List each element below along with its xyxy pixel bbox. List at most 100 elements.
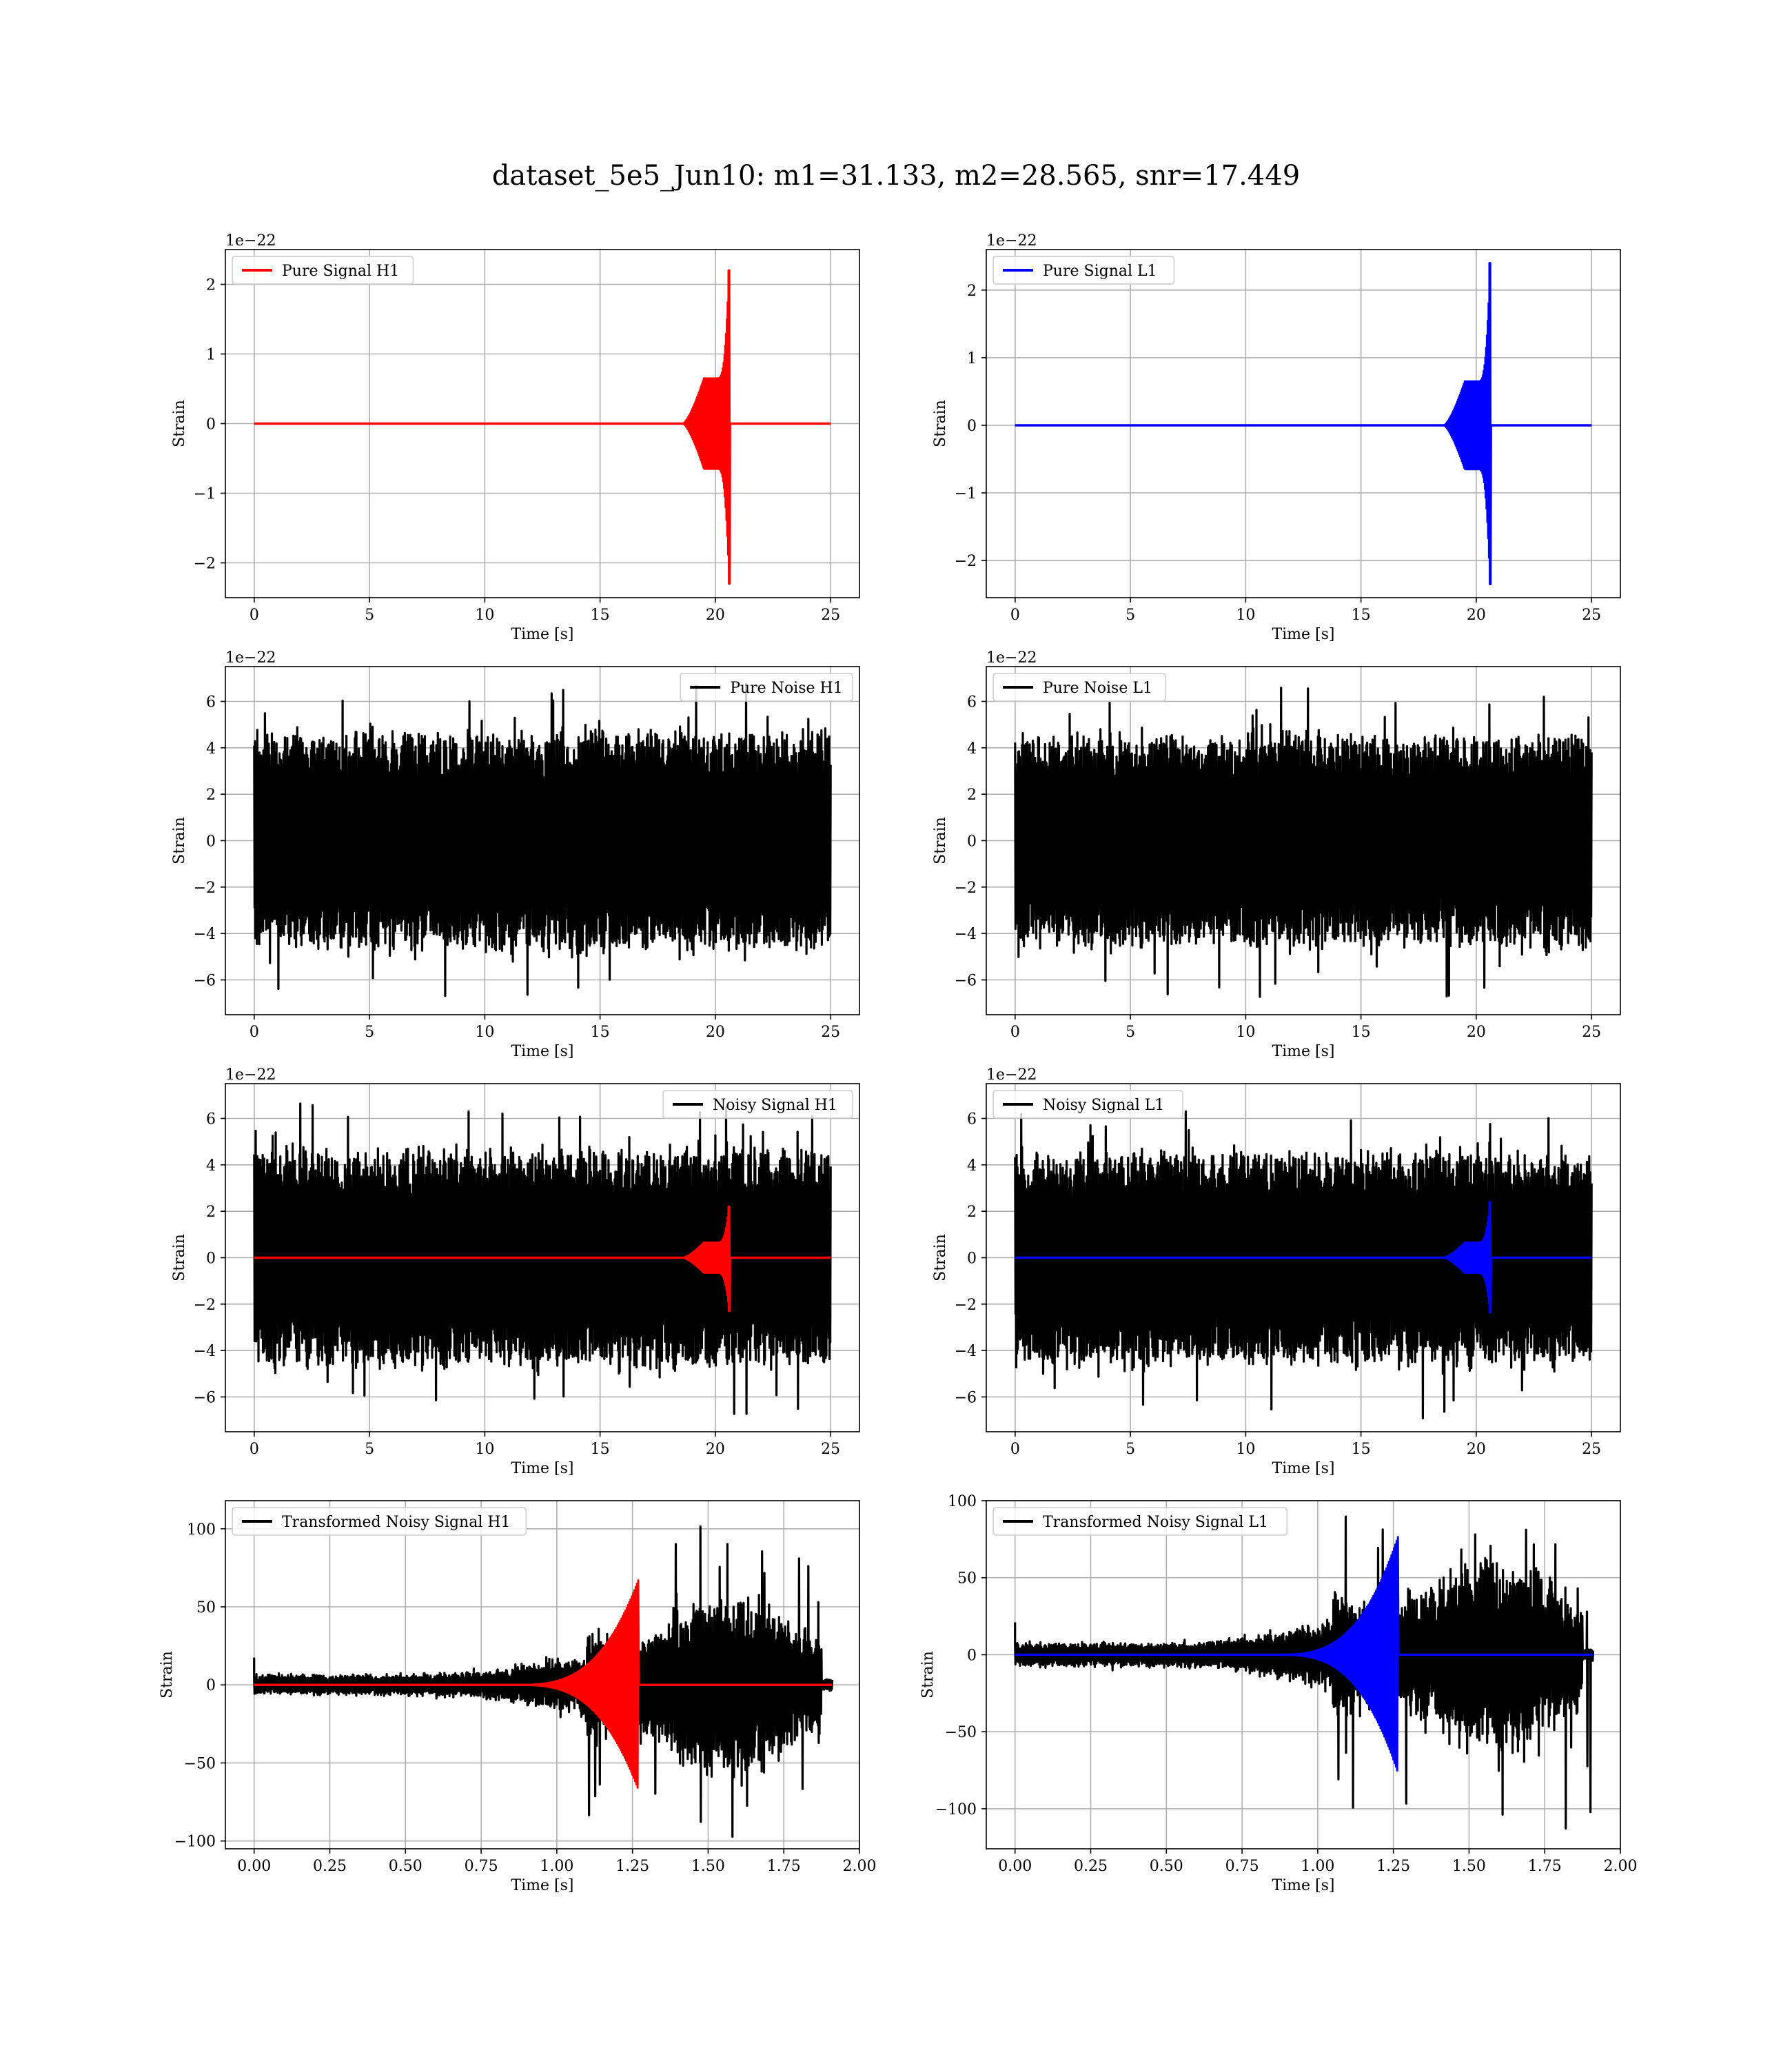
x-tick-label: 20 <box>706 1024 725 1041</box>
y-tick-label: 0 <box>206 1250 216 1268</box>
x-axis-label: Time [s] <box>1272 1460 1334 1477</box>
y-tick-label: −4 <box>955 1343 977 1360</box>
legend-box <box>662 1090 853 1119</box>
legend-box <box>992 673 1166 702</box>
y-tick-label: −100 <box>935 1801 977 1818</box>
x-tick-label: 15 <box>591 607 610 624</box>
x-tick-label: 2.00 <box>843 1858 877 1875</box>
y-tick-label: 100 <box>948 1493 977 1510</box>
x-tick-label: 25 <box>1582 1441 1601 1458</box>
x-tick-label: 1.25 <box>1376 1858 1410 1875</box>
x-axis-label: Time [s] <box>511 626 573 643</box>
x-tick-label: 0.00 <box>237 1858 271 1875</box>
y-tick-label: 50 <box>957 1570 977 1588</box>
legend-label: Noisy Signal L1 <box>1043 1097 1164 1114</box>
plot-area <box>1014 1515 1595 1830</box>
legend: Transformed Noisy Signal H1 <box>232 1507 527 1536</box>
x-tick-label: 0.75 <box>465 1858 498 1875</box>
axes-frame <box>225 1500 860 1849</box>
x-tick-label: 5 <box>365 1441 374 1458</box>
x-tick-label: 25 <box>1582 1024 1601 1041</box>
y-tick-label: 4 <box>967 740 977 758</box>
x-tick-label: 10 <box>1236 607 1255 624</box>
y-tick-label: −2 <box>955 553 977 570</box>
x-tick-label: 1.50 <box>1452 1858 1486 1875</box>
plot-area <box>1014 687 1593 998</box>
legend: Pure Noise L1 <box>992 673 1166 702</box>
y-tick-label: 1 <box>967 350 977 367</box>
y-offset-label: 1e−22 <box>986 1066 1037 1084</box>
legend-box <box>232 1507 527 1536</box>
series-pure-noise-h1 <box>253 682 832 997</box>
y-tick-label: 2 <box>967 283 977 300</box>
x-tick-label: 15 <box>591 1024 610 1041</box>
y-tick-label: −50 <box>945 1724 977 1741</box>
x-tick-label: 0.75 <box>1225 1858 1259 1875</box>
x-tick-label: 25 <box>1582 607 1601 624</box>
legend: Noisy Signal H1 <box>662 1090 853 1119</box>
series-noisy-signal-h1 <box>253 1102 832 1415</box>
y-tick-label: 2 <box>967 787 977 804</box>
chart-pure-signal-h1: 0 5 10 15 20 25 −2 −1 0 1 2 Time [s] Strain 1e−22 Pure… <box>171 232 860 643</box>
series-pure-signal-h1 <box>253 269 832 585</box>
legend-label: Pure Signal H1 <box>282 263 399 280</box>
legend-box <box>680 673 853 702</box>
legend-label: Pure Signal L1 <box>1043 263 1157 280</box>
x-tick-label: 1.25 <box>615 1858 649 1875</box>
chart-noisy-signal-l1: 0 5 10 15 20 25 −6 −4 −2 0 2 4 6 Time [s] Strain 1e−22 N… <box>932 1066 1621 1477</box>
y-tick-label: −6 <box>194 973 216 990</box>
x-tick-label: 25 <box>821 607 840 624</box>
x-tick-label: 5 <box>1126 1441 1135 1458</box>
x-tick-label: 10 <box>475 1024 494 1041</box>
y-offset-label: 1e−22 <box>225 649 276 667</box>
chart-transformed-l1: 0.00 0.25 0.50 0.75 1.00 1.25 1.50 1.75 2.00 −100… <box>919 1493 1637 1894</box>
y-axis-label: Strain <box>159 1651 176 1699</box>
x-tick-label: 0.25 <box>313 1858 347 1875</box>
x-tick-label: 0.25 <box>1074 1858 1108 1875</box>
y-offset-label: 1e−22 <box>225 1066 276 1084</box>
x-tick-label: 0 <box>1010 1024 1020 1041</box>
chart-pure-signal-l1: 0 5 10 15 20 25 −2 −1 0 1 2 Time [s] Strain 1e−22 Pure… <box>932 232 1621 643</box>
y-tick-label: 4 <box>967 1157 977 1175</box>
y-tick-label: −6 <box>955 973 977 990</box>
x-tick-label: 20 <box>706 607 725 624</box>
x-tick-label: 0.50 <box>1150 1858 1183 1875</box>
legend-label: Pure Noise H1 <box>730 680 843 697</box>
x-tick-label: 1.00 <box>540 1858 573 1875</box>
y-tick-label: 100 <box>187 1521 216 1539</box>
x-tick-label: 0.50 <box>389 1858 422 1875</box>
x-tick-label: 5 <box>365 1024 374 1041</box>
chart-noisy-signal-h1: 0 5 10 15 20 25 −6 −4 −2 0 2 4 6 Time [s] Strain 1e−22 N… <box>171 1066 860 1477</box>
x-tick-label: 1.50 <box>691 1858 725 1875</box>
x-tick-label: 25 <box>821 1441 840 1458</box>
plot-area <box>253 1102 832 1415</box>
x-tick-label: 20 <box>1467 607 1486 624</box>
y-axis-label: Strain <box>932 817 949 864</box>
x-tick-label: 15 <box>1352 607 1371 624</box>
y-offset-label: 1e−22 <box>225 232 276 250</box>
legend: Pure Noise H1 <box>680 673 853 702</box>
legend: Noisy Signal L1 <box>992 1090 1183 1119</box>
x-axis-label: Time [s] <box>511 1877 573 1894</box>
y-tick-label: −2 <box>955 1297 977 1314</box>
x-tick-label: 25 <box>821 1024 840 1041</box>
y-tick-label: −2 <box>194 556 216 573</box>
legend-box <box>232 256 414 285</box>
legend: Pure Signal L1 <box>992 256 1175 285</box>
chart-pure-noise-h1: 0 5 10 15 20 25 −6 −4 −2 0 2 4 6 Time [s] Strain 1e−22 P… <box>171 649 860 1060</box>
y-tick-label: 2 <box>967 1204 977 1221</box>
y-tick-label: 6 <box>206 1111 216 1128</box>
y-tick-label: −4 <box>194 926 216 943</box>
x-axis-label: Time [s] <box>1272 1043 1334 1060</box>
x-tick-label: 5 <box>365 607 374 624</box>
axes-frame <box>986 249 1621 598</box>
legend-box <box>992 1090 1183 1119</box>
x-tick-label: 5 <box>1126 1024 1135 1041</box>
y-tick-label: −6 <box>194 1390 216 1407</box>
y-tick-label: 50 <box>196 1599 216 1616</box>
y-tick-label: 1 <box>206 347 216 364</box>
series-pure-noise-l1 <box>1014 687 1593 998</box>
y-tick-label: 0 <box>967 833 977 851</box>
y-tick-label: 0 <box>206 833 216 851</box>
